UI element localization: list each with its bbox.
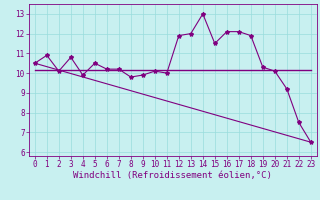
X-axis label: Windchill (Refroidissement éolien,°C): Windchill (Refroidissement éolien,°C) <box>73 171 272 180</box>
